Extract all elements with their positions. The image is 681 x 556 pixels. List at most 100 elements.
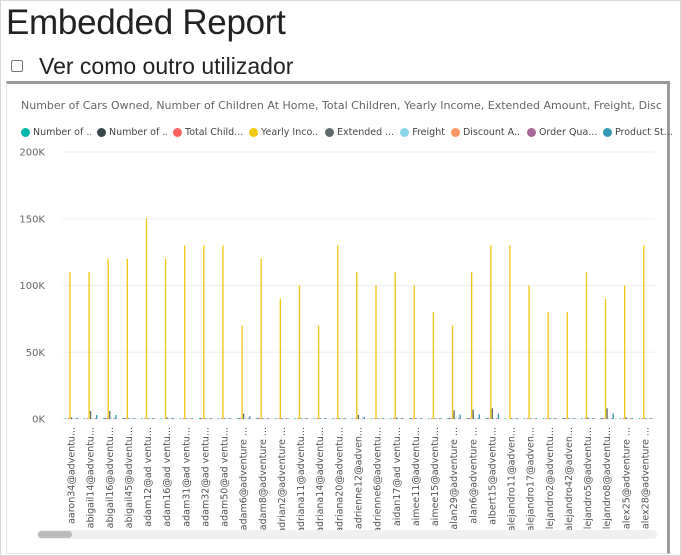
bar[interactable] [627, 418, 629, 419]
bar[interactable] [542, 418, 545, 419]
bar[interactable] [604, 298, 607, 419]
bar[interactable] [278, 418, 280, 419]
bar[interactable] [109, 410, 111, 419]
bar[interactable] [622, 418, 624, 419]
legend-item[interactable]: Discount A... [450, 127, 521, 138]
bar[interactable] [298, 285, 301, 420]
bar[interactable] [488, 418, 490, 419]
bar[interactable] [487, 418, 489, 419]
bar[interactable] [115, 415, 117, 419]
bar[interactable] [257, 418, 259, 419]
bar[interactable] [574, 418, 576, 419]
bar[interactable] [266, 418, 269, 419]
bar[interactable] [166, 417, 168, 419]
bar[interactable] [612, 413, 614, 419]
bar[interactable] [209, 418, 211, 419]
bar[interactable] [566, 312, 568, 419]
bar[interactable] [529, 418, 532, 419]
bar[interactable] [447, 418, 449, 419]
bar[interactable] [147, 418, 149, 419]
bar[interactable] [239, 418, 242, 419]
bar[interactable] [373, 418, 376, 419]
bar[interactable] [191, 418, 194, 419]
bar[interactable] [89, 410, 92, 419]
bar[interactable] [75, 418, 77, 419]
bar[interactable] [478, 414, 480, 419]
bar[interactable] [223, 418, 226, 419]
bar[interactable] [316, 418, 318, 419]
bar[interactable] [584, 418, 586, 419]
bar[interactable] [262, 418, 264, 419]
bar[interactable] [454, 418, 457, 419]
bar[interactable] [565, 418, 567, 419]
bar[interactable] [457, 418, 460, 419]
bar[interactable] [515, 418, 517, 419]
bar[interactable] [638, 418, 640, 419]
bar[interactable] [440, 418, 442, 419]
bar[interactable] [319, 418, 321, 419]
bar[interactable] [470, 272, 473, 419]
bar[interactable] [459, 414, 461, 419]
bar[interactable] [244, 418, 246, 419]
bar[interactable] [491, 408, 493, 419]
bar[interactable] [167, 418, 170, 419]
bar[interactable] [375, 285, 377, 420]
bar[interactable] [512, 418, 514, 419]
bar[interactable] [67, 418, 70, 419]
bar[interactable] [185, 418, 187, 419]
bar[interactable] [588, 418, 591, 419]
bar[interactable] [493, 418, 495, 419]
bar[interactable] [263, 418, 265, 419]
bar[interactable] [531, 418, 533, 419]
bar[interactable] [132, 418, 135, 419]
bar[interactable] [477, 418, 479, 419]
bar[interactable] [285, 418, 288, 419]
bar[interactable] [549, 418, 551, 419]
bar[interactable] [128, 418, 130, 419]
bar[interactable] [91, 418, 93, 419]
bar[interactable] [534, 418, 536, 419]
bar[interactable] [397, 418, 399, 419]
bar[interactable] [611, 418, 613, 419]
bar[interactable] [526, 418, 529, 419]
bar[interactable] [400, 418, 402, 419]
bar[interactable] [593, 417, 595, 419]
bar[interactable] [415, 418, 417, 419]
bar[interactable] [96, 415, 98, 419]
bar[interactable] [631, 417, 633, 419]
bar[interactable] [229, 418, 232, 419]
bar[interactable] [255, 418, 258, 419]
bar[interactable] [335, 418, 337, 419]
bar[interactable] [419, 418, 422, 419]
bar[interactable] [485, 418, 487, 419]
bar[interactable] [236, 418, 239, 419]
bar[interactable] [225, 418, 227, 419]
bar[interactable] [148, 418, 151, 419]
bar[interactable] [182, 418, 184, 419]
bar[interactable] [469, 418, 471, 419]
bar[interactable] [641, 418, 643, 419]
bar[interactable] [201, 418, 203, 419]
bar[interactable] [572, 418, 575, 419]
bar[interactable] [190, 418, 192, 419]
bar[interactable] [416, 418, 418, 419]
bar[interactable] [281, 418, 283, 419]
legend-item[interactable]: Freight [400, 127, 445, 138]
bar[interactable] [300, 418, 302, 419]
bar[interactable] [210, 418, 213, 419]
bar[interactable] [249, 416, 251, 419]
bar[interactable] [145, 218, 148, 419]
bar[interactable] [321, 418, 323, 419]
bar[interactable] [389, 418, 392, 419]
bar[interactable] [260, 258, 262, 419]
bar[interactable] [528, 285, 530, 420]
bar[interactable] [126, 258, 128, 419]
bar[interactable] [428, 418, 430, 419]
bar[interactable] [451, 325, 454, 419]
bar[interactable] [603, 418, 605, 419]
view-as-other-user-toggle[interactable]: Ver como outro utilizador [8, 52, 293, 80]
bar[interactable] [86, 418, 89, 419]
bar[interactable] [297, 418, 299, 419]
bar[interactable] [650, 418, 653, 419]
bar[interactable] [547, 312, 549, 419]
